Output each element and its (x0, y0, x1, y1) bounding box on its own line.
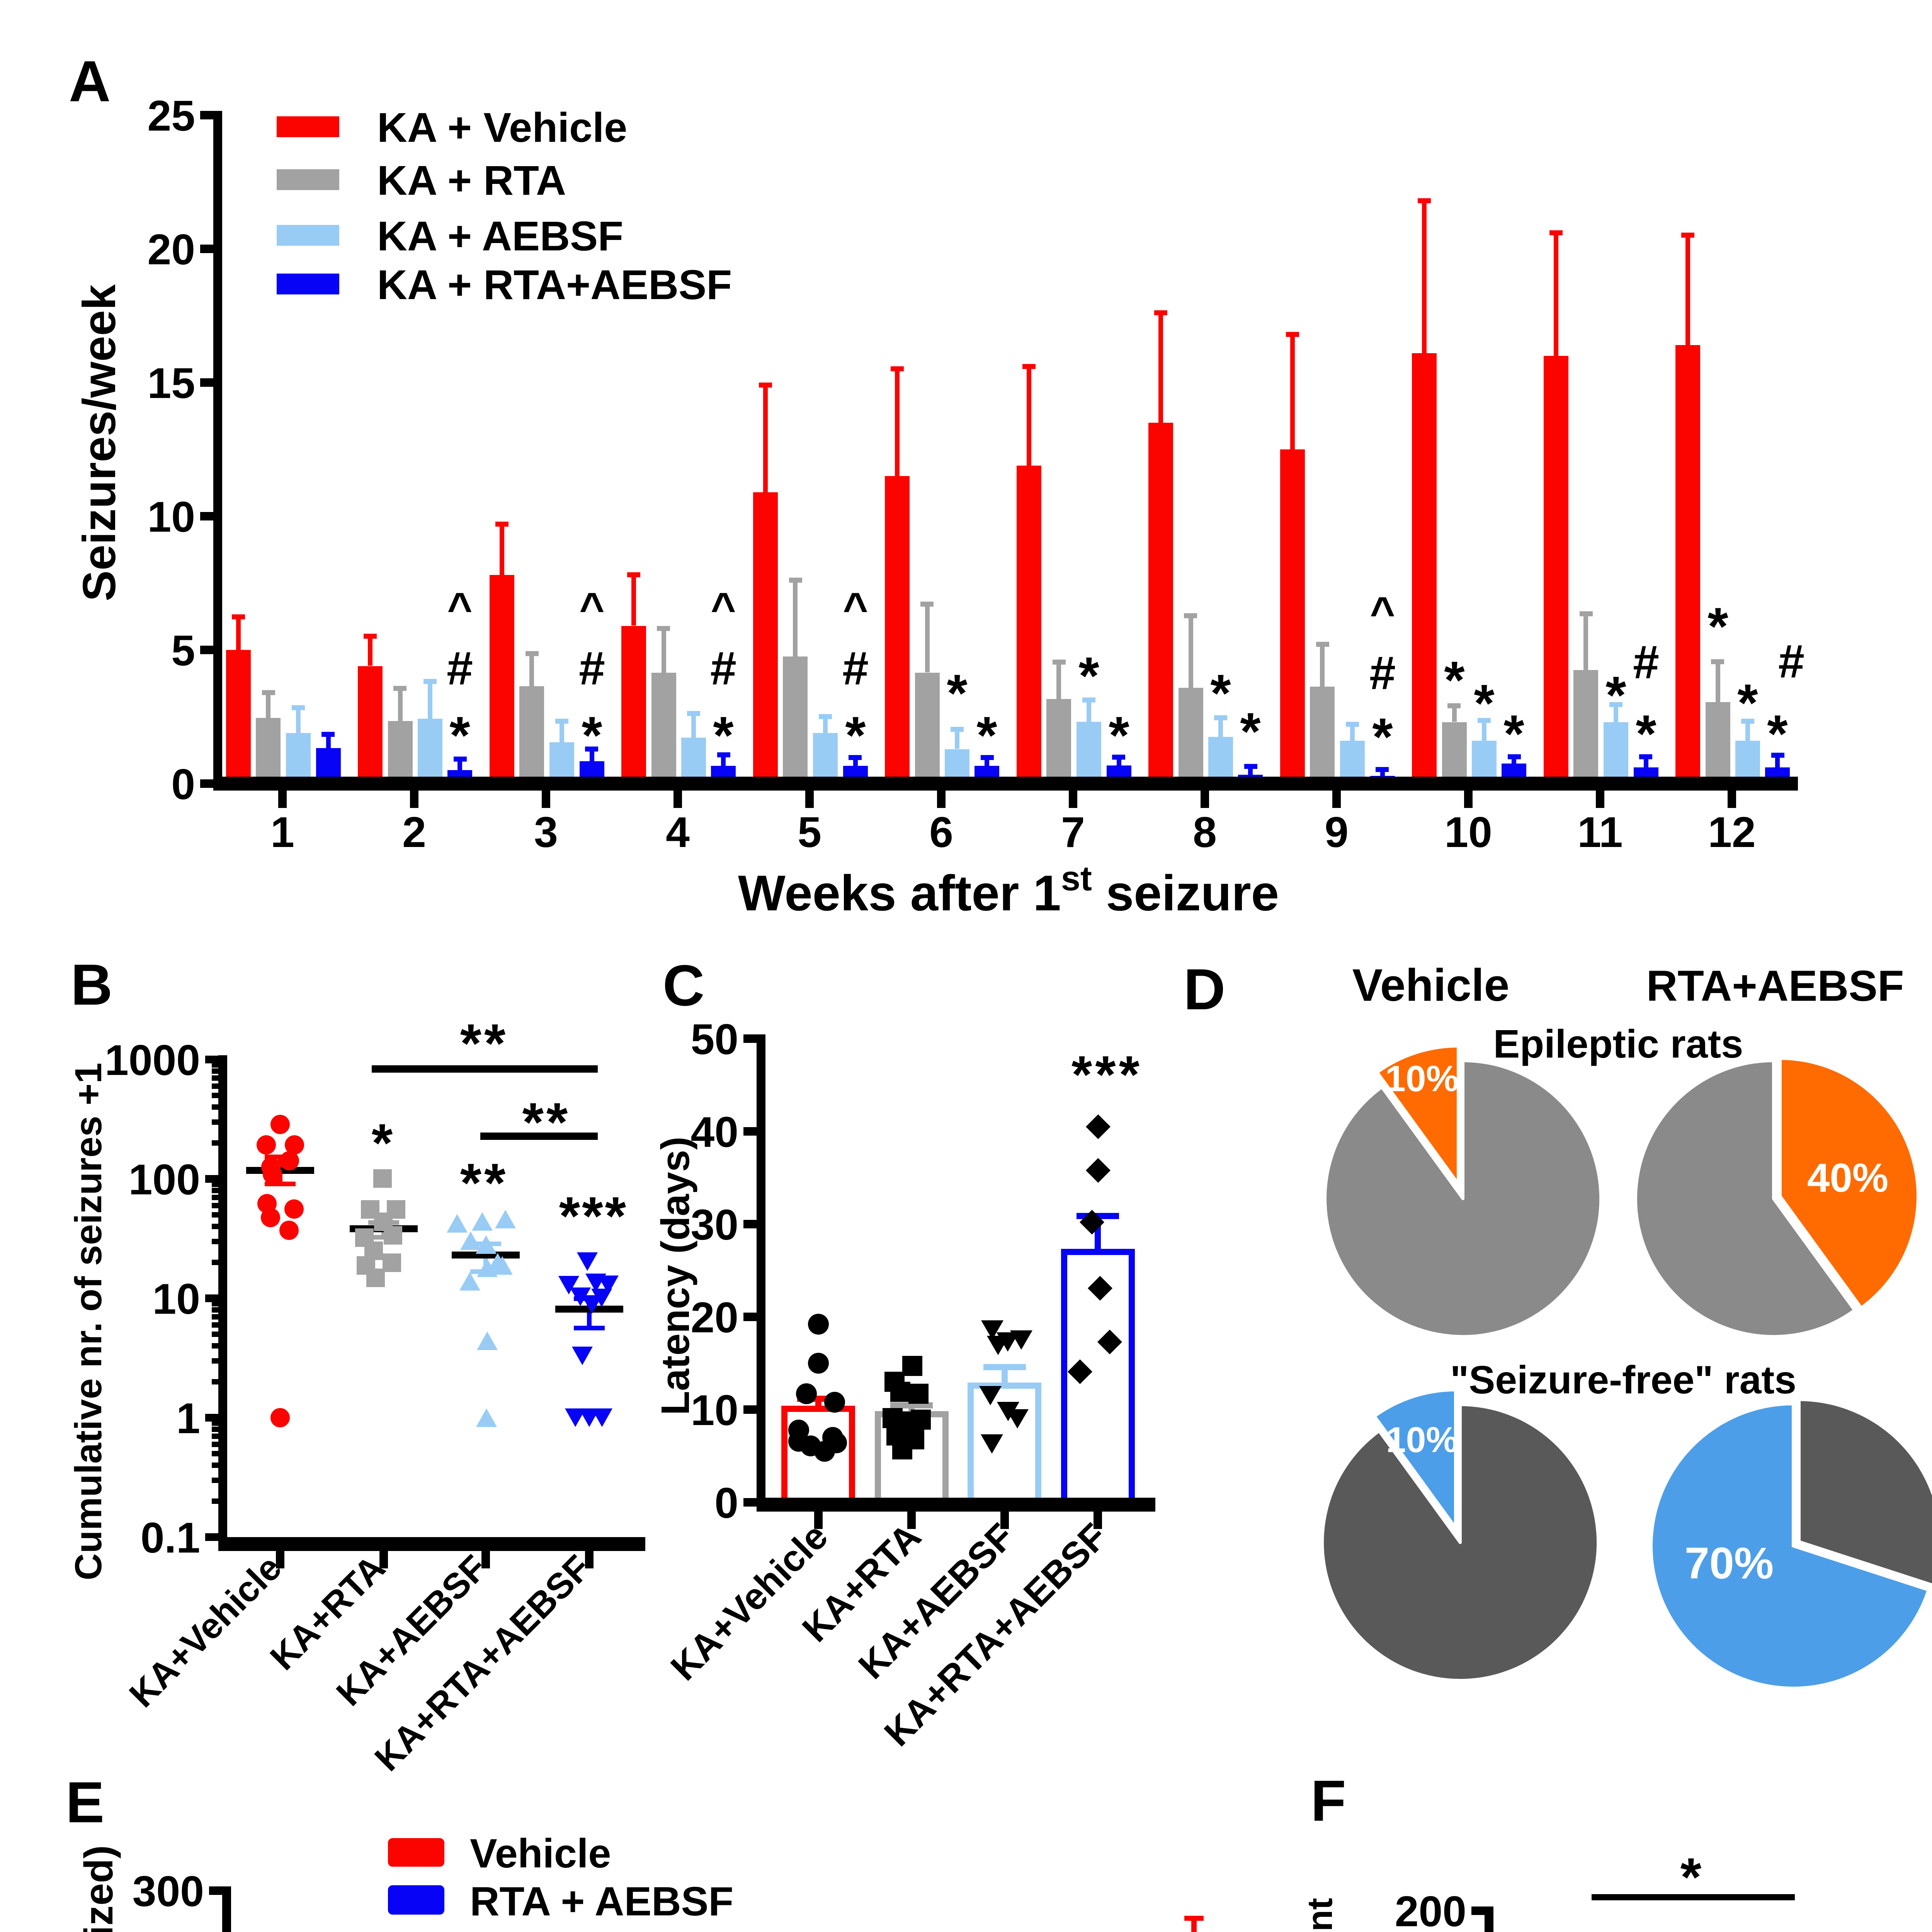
svg-text:#: # (1778, 635, 1804, 687)
svg-text:Vehicle: Vehicle (470, 1831, 611, 1876)
svg-text:*: * (1240, 702, 1261, 761)
svg-text:10%: 10% (1386, 1420, 1458, 1460)
svg-text:*: * (1605, 666, 1626, 725)
svg-text:*: * (372, 1112, 393, 1173)
svg-text:0: 0 (171, 760, 195, 808)
svg-text:0.1: 0.1 (141, 1514, 200, 1562)
svg-text:^: ^ (447, 584, 472, 632)
svg-text:D: D (1184, 957, 1225, 1022)
svg-text:Seizures/week: Seizures/week (73, 284, 125, 602)
svg-text:#: # (1633, 636, 1659, 688)
svg-text:200: 200 (1395, 1888, 1466, 1932)
svg-text:KA + RTA: KA + RTA (377, 157, 566, 204)
svg-text:*: * (1210, 664, 1231, 723)
svg-text:#: # (1369, 646, 1396, 699)
svg-text:1: 1 (176, 1395, 200, 1442)
svg-text:5: 5 (171, 627, 195, 675)
svg-text:Nr. of Seizures (Normalized): Nr. of Seizures (Normalized) (77, 1845, 121, 1932)
svg-text:Latency (days): Latency (days) (653, 1136, 697, 1415)
svg-text:*: * (1737, 673, 1758, 733)
svg-text:#: # (842, 642, 869, 694)
svg-text:5: 5 (798, 808, 821, 856)
svg-text:10: 10 (153, 1275, 200, 1323)
svg-text:*: * (1444, 651, 1465, 710)
svg-text:KA + AEBSF: KA + AEBSF (377, 213, 623, 259)
svg-text:*: * (1680, 1847, 1702, 1907)
svg-text:*: * (1372, 707, 1393, 767)
svg-text:50: 50 (691, 1015, 738, 1063)
svg-text:1: 1 (270, 808, 294, 856)
svg-text:#: # (710, 642, 736, 694)
svg-text:#: # (447, 642, 473, 694)
svg-text:^: ^ (579, 584, 604, 632)
svg-text:15: 15 (148, 359, 195, 407)
svg-text:12: 12 (1708, 808, 1755, 856)
svg-text:*: * (1636, 704, 1656, 764)
svg-text:*: * (947, 664, 968, 723)
svg-text:^: ^ (711, 584, 736, 632)
svg-text:KA + Vehicle: KA + Vehicle (377, 104, 627, 151)
svg-text:**: ** (460, 1152, 509, 1214)
svg-text:E: E (66, 1770, 104, 1835)
svg-text:30: 30 (691, 1201, 738, 1249)
svg-text:*: * (1708, 597, 1728, 656)
svg-text:C: C (663, 953, 704, 1018)
svg-text:20: 20 (148, 226, 195, 274)
svg-text:40: 40 (691, 1108, 738, 1156)
svg-text:Cumulative post treatment: Cumulative post treatment (1300, 1898, 1340, 1932)
svg-text:A: A (69, 49, 111, 114)
svg-text:10%: 10% (1385, 1058, 1459, 1099)
svg-text:Epileptic rats: Epileptic rats (1493, 1022, 1743, 1066)
svg-text:***: *** (559, 1185, 628, 1246)
svg-text:RTA+AEBSF: RTA+AEBSF (1646, 962, 1904, 1010)
svg-text:0: 0 (714, 1479, 738, 1527)
svg-text:3: 3 (534, 808, 558, 856)
svg-text:25: 25 (148, 92, 195, 140)
svg-text:*: * (713, 706, 734, 765)
svg-text:Weeks after 1st seizure: Weeks after 1st seizure (738, 859, 1279, 921)
svg-text:*: * (1767, 704, 1788, 764)
svg-text:10: 10 (691, 1386, 738, 1434)
svg-text:F: F (1311, 1768, 1346, 1833)
svg-text:*: * (582, 706, 602, 765)
svg-text:100: 100 (129, 1156, 200, 1204)
svg-text:Cumulative nr. of seizures +1: Cumulative nr. of seizures +1 (67, 1063, 109, 1580)
svg-text:*: * (1078, 646, 1099, 706)
svg-text:9: 9 (1325, 808, 1349, 856)
svg-text:**: ** (460, 1013, 509, 1074)
svg-text:***: *** (1071, 1045, 1143, 1104)
svg-text:*: * (976, 706, 997, 765)
svg-text:B: B (71, 952, 112, 1017)
svg-text:*: * (1474, 674, 1495, 733)
svg-text:Vehicle: Vehicle (1352, 960, 1510, 1011)
svg-text:4: 4 (666, 808, 690, 856)
svg-text:300: 300 (133, 1867, 204, 1915)
svg-text:40%: 40% (1807, 1155, 1888, 1201)
svg-text:*: * (845, 706, 866, 765)
svg-text:20: 20 (691, 1294, 738, 1342)
svg-text:*: * (449, 706, 470, 765)
svg-text:*: * (1109, 706, 1129, 765)
svg-text:*: * (1503, 704, 1524, 764)
svg-text:RTA + AEBSF: RTA + AEBSF (470, 1879, 733, 1924)
svg-text:10: 10 (148, 493, 195, 541)
svg-text:^: ^ (843, 584, 868, 632)
svg-text:70%: 70% (1685, 1539, 1774, 1588)
svg-text:#: # (579, 642, 605, 694)
svg-text:2: 2 (402, 808, 426, 856)
svg-text:8: 8 (1193, 808, 1217, 856)
svg-text:6: 6 (929, 808, 953, 856)
svg-text:KA + RTA+AEBSF: KA + RTA+AEBSF (377, 261, 732, 308)
svg-text:^: ^ (1370, 588, 1395, 636)
svg-text:7: 7 (1061, 808, 1085, 856)
svg-text:**: ** (522, 1092, 571, 1153)
svg-text:11: 11 (1577, 808, 1622, 856)
svg-text:1000: 1000 (105, 1036, 200, 1084)
svg-text:"Seizure-free" rats: "Seizure-free" rats (1450, 1358, 1796, 1402)
svg-text:10: 10 (1444, 808, 1492, 856)
